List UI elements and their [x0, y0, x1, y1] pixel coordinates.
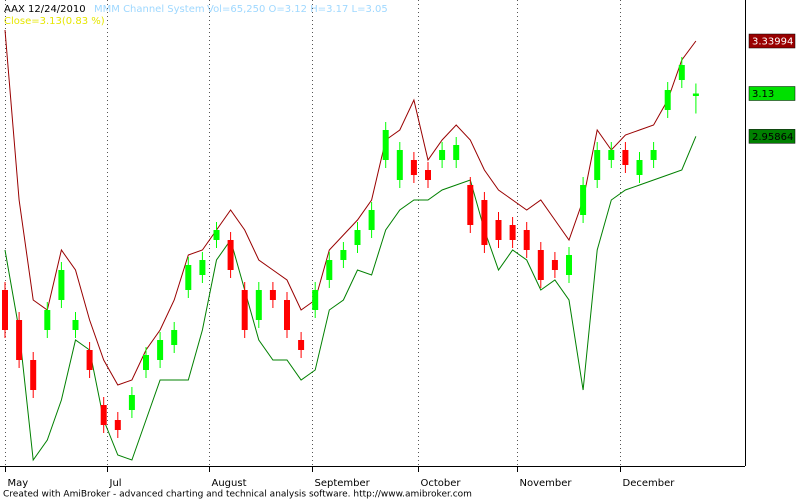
candle-body — [255, 290, 262, 320]
candle-body — [100, 405, 107, 425]
candle-body — [185, 265, 192, 290]
header-symbol: AAX 12/24/2010 — [4, 4, 86, 15]
candle-body — [354, 230, 361, 245]
x-tick-label: Jul — [109, 478, 122, 489]
candle-body — [396, 150, 403, 180]
candle-body — [72, 320, 79, 330]
candle-body — [86, 350, 93, 370]
candle-body — [650, 150, 657, 160]
candle-body — [537, 250, 544, 280]
candle-body — [298, 340, 305, 350]
candle-body — [30, 360, 37, 390]
price-label: 3.13 — [752, 89, 774, 100]
candle-body — [678, 65, 685, 80]
candle-body — [467, 185, 474, 225]
price-label: 3.33994 — [752, 37, 793, 48]
candle-body — [269, 290, 276, 300]
header-system: MMM Channel System — [94, 4, 205, 15]
candle-body — [509, 225, 516, 240]
candle-body — [368, 210, 375, 230]
candle-body — [523, 230, 530, 250]
candle-body — [425, 170, 431, 180]
candle-body — [213, 230, 220, 240]
x-tick-label: August — [212, 478, 247, 489]
header-quote: Vol=65,250 O=3.12 H=3.17 L=3.05 — [207, 4, 388, 15]
candle-body — [340, 250, 347, 260]
x-tick-label: September — [315, 478, 371, 489]
x-tick-label: May — [8, 478, 29, 489]
candle-body — [608, 150, 615, 160]
candle-body — [171, 330, 178, 345]
candle-body — [439, 150, 446, 160]
candle-body — [580, 185, 587, 215]
price-label-box — [748, 129, 796, 144]
x-tick-label: October — [421, 478, 462, 489]
candle-body — [16, 320, 23, 360]
candle-body — [58, 270, 65, 300]
candle-body — [326, 260, 333, 280]
channel-line — [4, 136, 697, 462]
x-tick-label: December — [623, 478, 676, 489]
candle-body — [114, 420, 121, 430]
candle-body — [241, 290, 248, 330]
candle-body — [382, 130, 389, 160]
x-tick-label: November — [520, 478, 573, 489]
candle-body — [692, 93, 699, 96]
price-label-box — [748, 33, 796, 49]
candle-body — [594, 150, 601, 180]
candle-body — [481, 200, 488, 245]
candle-body — [636, 160, 643, 175]
candle-body — [199, 260, 206, 275]
candle-body — [284, 300, 290, 330]
candle-body — [157, 340, 164, 360]
candle-body — [622, 150, 629, 165]
candle-body — [312, 290, 319, 310]
candle-body — [2, 290, 8, 330]
footer: Created with AmiBroker - advanced charti… — [3, 490, 472, 500]
candle-body — [495, 220, 502, 240]
price-label-box — [748, 86, 796, 101]
candle-body — [410, 160, 417, 175]
candle-body — [551, 260, 558, 270]
candle-body — [128, 395, 135, 410]
candle-body — [566, 255, 572, 275]
candle-body — [143, 355, 149, 370]
candle-body — [453, 145, 460, 160]
price-label: 2.95864 — [752, 132, 793, 143]
candle-body — [664, 90, 671, 110]
candle-body — [44, 310, 51, 330]
header-close: Close=3.13(0.83 %) — [4, 16, 105, 27]
candle-body — [227, 240, 234, 270]
